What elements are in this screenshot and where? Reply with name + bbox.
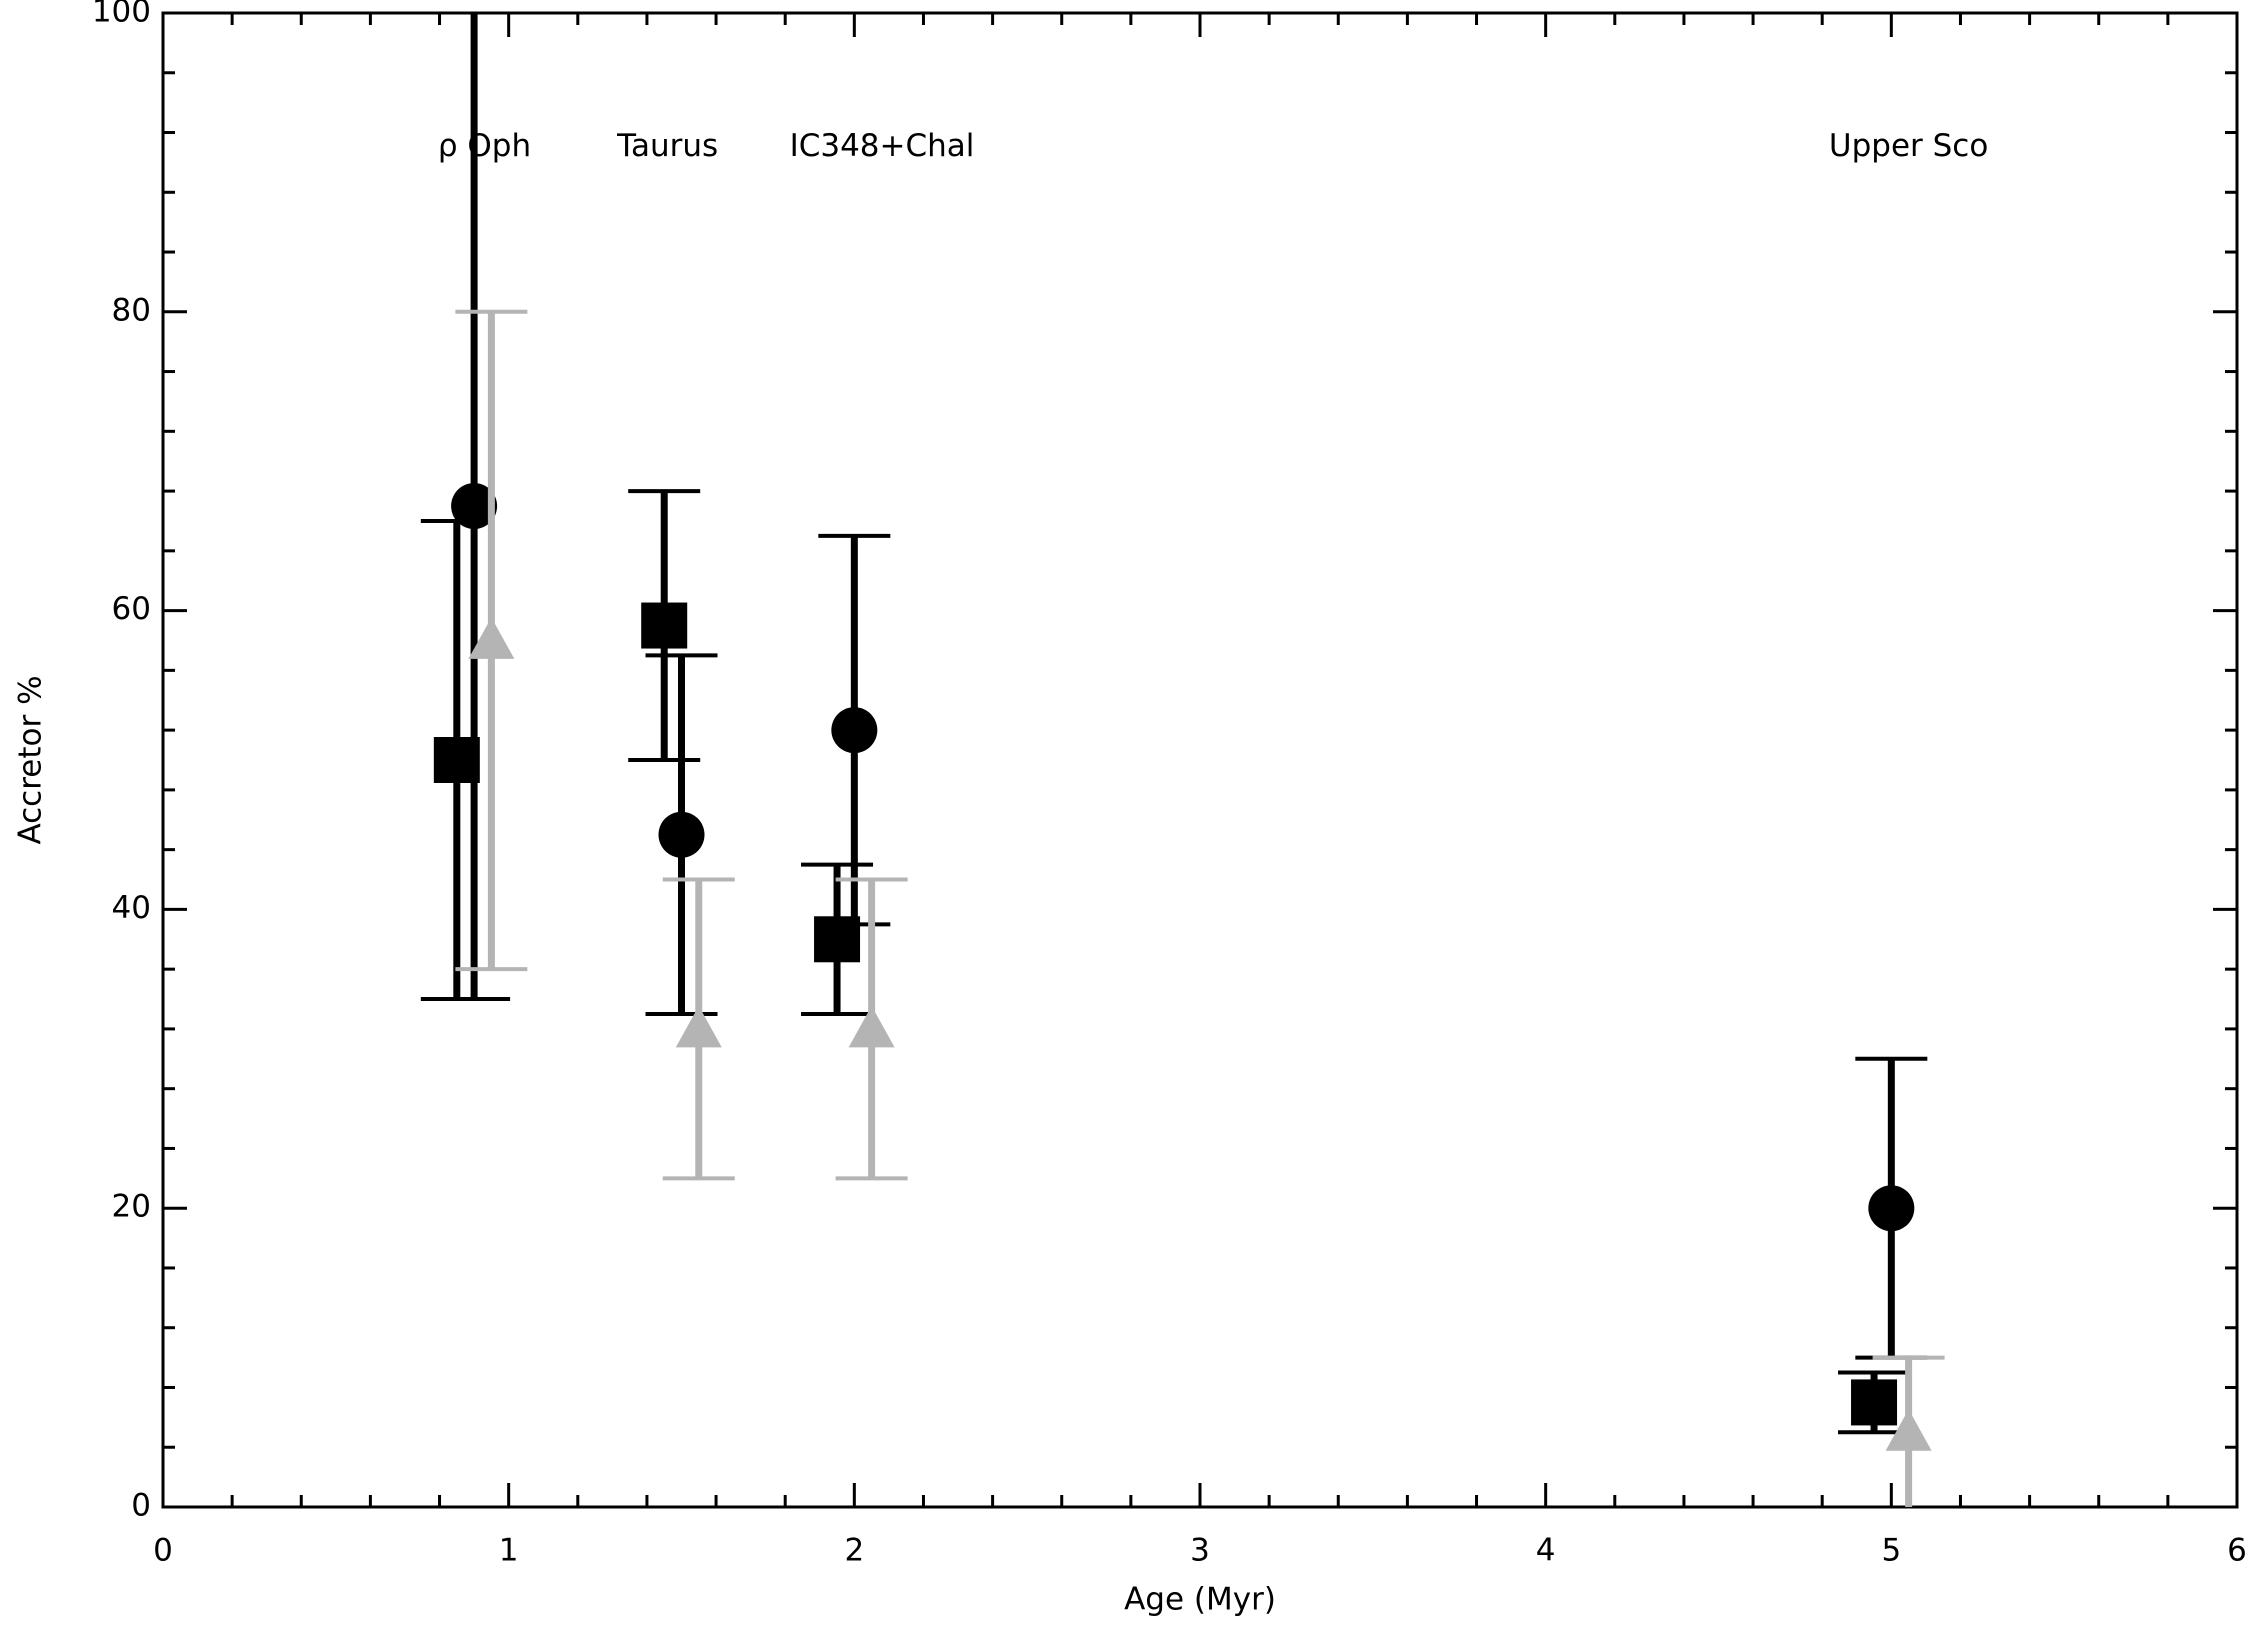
x-tick-label: 2 <box>844 1533 864 1569</box>
annotation: IC348+Chal <box>790 128 975 164</box>
circle-marker <box>831 707 878 754</box>
triangle-marker <box>848 1005 895 1048</box>
square-marker <box>641 602 688 649</box>
x-tick-label: 0 <box>153 1533 173 1569</box>
y-tick-label: 80 <box>112 292 151 328</box>
x-tick-label: 1 <box>499 1533 519 1569</box>
y-tick-label: 40 <box>112 890 151 926</box>
y-tick-label: 20 <box>112 1189 151 1225</box>
circle-marker <box>451 483 498 530</box>
circle-marker <box>1868 1185 1915 1232</box>
x-tick-label: 6 <box>2227 1533 2247 1569</box>
y-tick-label: 100 <box>92 0 151 30</box>
triangle-marker <box>1885 1409 1932 1451</box>
y-axis-label: Accretor % <box>13 675 49 844</box>
x-tick-label: 4 <box>1536 1533 1556 1569</box>
y-tick-label: 60 <box>112 591 151 627</box>
annotation: Upper Sco <box>1829 128 1988 164</box>
triangle-marker <box>675 1005 722 1048</box>
square-marker <box>1851 1379 1898 1426</box>
circle-marker <box>658 811 705 858</box>
x-tick-label: 3 <box>1190 1533 1210 1569</box>
annotation: ρ Oph <box>438 128 531 164</box>
annotation: Taurus <box>616 128 718 164</box>
triangle-marker <box>468 617 515 659</box>
x-tick-label: 5 <box>1881 1533 1901 1569</box>
x-axis-label: Age (Myr) <box>1124 1582 1276 1618</box>
y-tick-label: 0 <box>131 1488 151 1524</box>
